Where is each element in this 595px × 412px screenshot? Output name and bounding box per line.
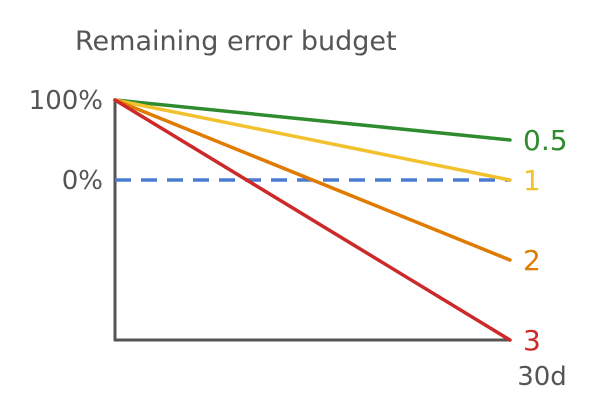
x-tick-label: 30d	[517, 362, 567, 392]
series-label: 0.5	[523, 124, 568, 157]
series-label: 2	[523, 244, 541, 277]
series-line	[113, 98, 512, 142]
axes: 100% 0% 30d	[29, 86, 567, 392]
series-label: 1	[523, 164, 541, 197]
y-tick-label: 0%	[62, 166, 103, 196]
chart-title: Remaining error budget	[75, 26, 397, 57]
series-line	[113, 98, 512, 262]
series-line	[113, 98, 512, 342]
y-tick-label: 100%	[29, 86, 103, 116]
series-label: 3	[523, 324, 541, 357]
series-line	[113, 98, 512, 182]
labels-group: 0.5 1 2 3	[523, 124, 568, 357]
series-group	[113, 98, 512, 342]
